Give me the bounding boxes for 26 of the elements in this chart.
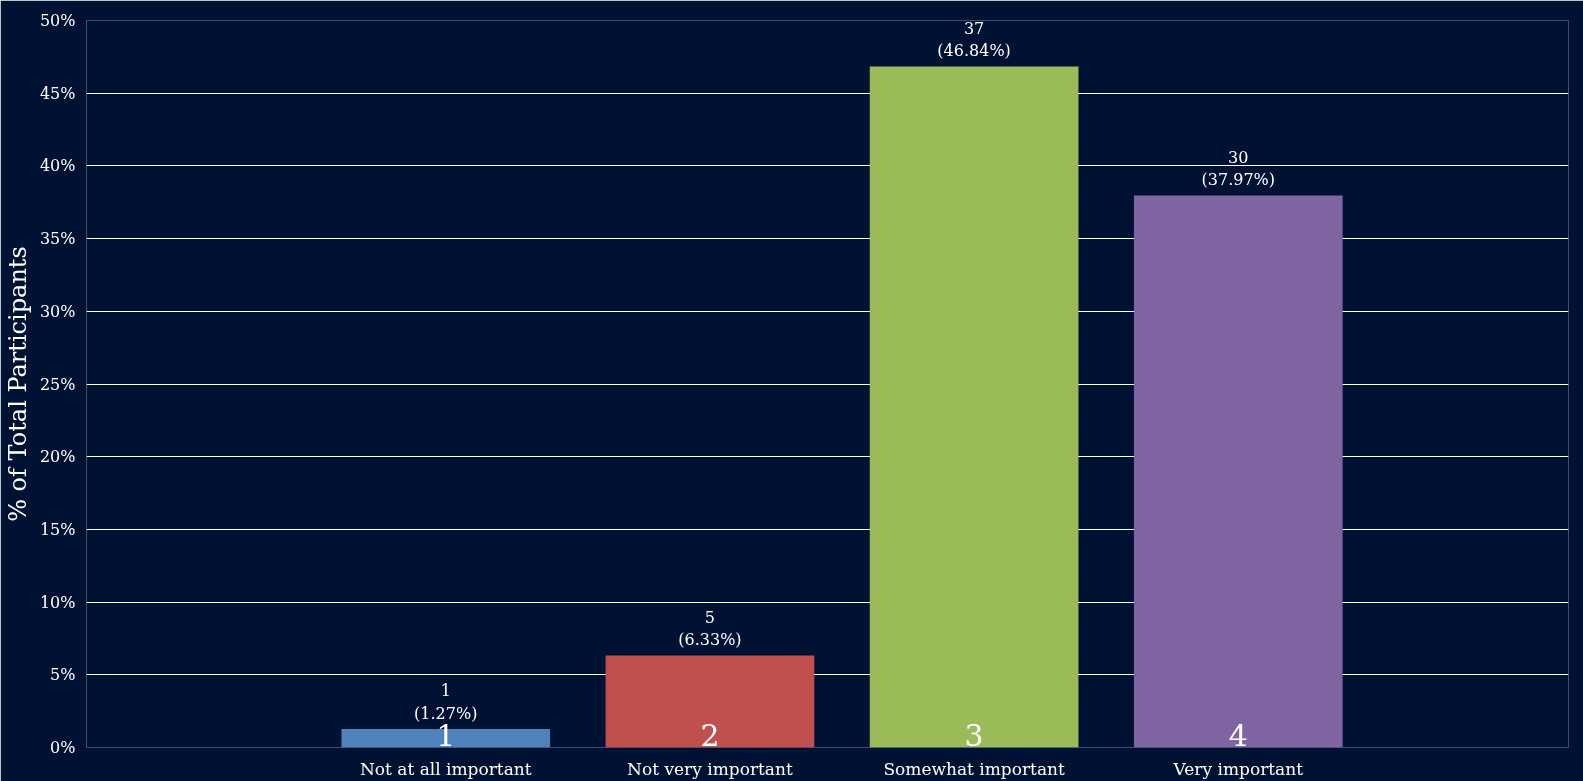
y-tick-label: 20% xyxy=(39,447,76,467)
y-axis-title: % of Total Participants xyxy=(3,246,32,522)
y-tick-label: 50% xyxy=(39,11,76,30)
data-label: 1 (1.27%) xyxy=(414,681,478,724)
data-label: 5 (6.33%) xyxy=(678,607,742,650)
x-tick-label: Somewhat important xyxy=(883,758,1066,779)
y-tick-label: 40% xyxy=(39,156,76,176)
y-tick-label: 30% xyxy=(39,301,76,321)
bar xyxy=(605,655,815,748)
x-tick-label: Not very important xyxy=(627,758,793,779)
annotation: 2 xyxy=(700,717,720,753)
data-label: 30 (37.97%) xyxy=(1201,147,1276,190)
y-tick-label: 25% xyxy=(39,374,76,394)
bar xyxy=(869,66,1079,748)
y-tick-label: 5% xyxy=(50,665,76,685)
y-tick-label: 10% xyxy=(39,592,76,612)
annotation: 4 xyxy=(1228,717,1248,753)
y-tick-label: 35% xyxy=(39,229,76,249)
y-tick-label: 45% xyxy=(39,83,76,103)
annotation: 3 xyxy=(964,717,984,753)
x-tick-label: Very important xyxy=(1172,758,1304,779)
y-tick-label: 0% xyxy=(50,738,76,757)
x-tick-label: Not at all important xyxy=(359,758,532,779)
y-tick-label: 15% xyxy=(39,519,76,539)
bar xyxy=(1133,195,1343,748)
data-label: 37 (46.84%) xyxy=(937,18,1011,61)
